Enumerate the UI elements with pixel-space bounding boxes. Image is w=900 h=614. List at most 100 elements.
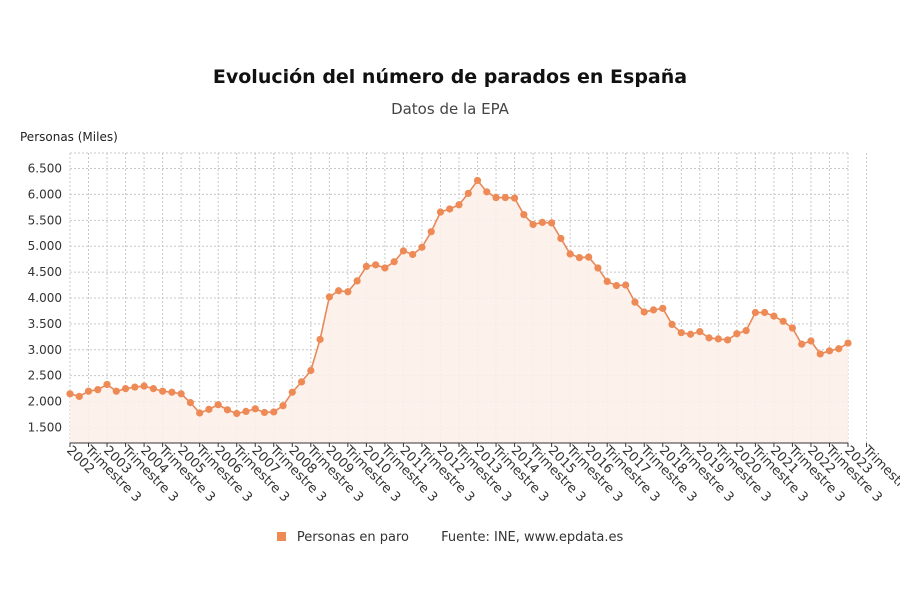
data-point bbox=[622, 281, 630, 289]
data-point bbox=[594, 264, 602, 272]
data-point bbox=[612, 281, 621, 290]
data-point bbox=[427, 228, 435, 236]
chart-title: Evolución del número de parados en Españ… bbox=[212, 66, 688, 88]
data-point bbox=[205, 405, 213, 413]
y-tick-label: 3.000 bbox=[28, 343, 62, 357]
data-point bbox=[344, 288, 352, 296]
data-point bbox=[733, 330, 741, 338]
data-point bbox=[112, 387, 120, 395]
data-point bbox=[270, 408, 278, 416]
data-point bbox=[510, 194, 519, 202]
y-tick-label: 1.500 bbox=[28, 420, 62, 434]
data-point bbox=[798, 340, 806, 348]
data-point bbox=[390, 258, 398, 266]
data-point bbox=[705, 334, 713, 342]
y-tick-label: 6.500 bbox=[28, 162, 62, 176]
data-point bbox=[297, 378, 306, 386]
data-point bbox=[538, 218, 546, 226]
data-point bbox=[464, 189, 472, 197]
data-point bbox=[714, 335, 722, 343]
data-point bbox=[603, 277, 611, 286]
data-point bbox=[446, 205, 454, 213]
data-point bbox=[159, 387, 167, 395]
data-point bbox=[279, 402, 287, 410]
data-point bbox=[696, 328, 704, 336]
data-point bbox=[149, 385, 157, 393]
data-point bbox=[483, 188, 491, 196]
data-point bbox=[585, 253, 593, 261]
data-point bbox=[677, 329, 685, 337]
data-point bbox=[399, 247, 408, 255]
data-point bbox=[103, 380, 111, 389]
data-point bbox=[381, 264, 389, 272]
data-point bbox=[788, 324, 797, 332]
axes bbox=[69, 442, 868, 447]
data-point bbox=[251, 405, 259, 413]
data-point bbox=[131, 383, 139, 391]
data-point bbox=[186, 399, 195, 407]
data-point bbox=[779, 317, 787, 325]
data-point bbox=[770, 312, 778, 320]
data-point bbox=[557, 234, 565, 243]
data-point bbox=[520, 211, 528, 219]
data-point bbox=[473, 176, 482, 185]
legend: Personas en paro Fuente: INE, www.epdata… bbox=[0, 530, 900, 545]
data-point bbox=[316, 335, 324, 344]
data-point bbox=[409, 250, 417, 259]
series-area-fill bbox=[70, 180, 848, 443]
data-point bbox=[686, 330, 695, 338]
source-note: Fuente: INE, www.epdata.es bbox=[441, 530, 624, 545]
data-point bbox=[548, 219, 556, 227]
data-point bbox=[66, 390, 74, 398]
data-point bbox=[640, 308, 648, 316]
data-point bbox=[242, 407, 250, 416]
data-point bbox=[353, 277, 361, 285]
data-point bbox=[761, 308, 769, 317]
data-point bbox=[177, 390, 185, 398]
data-point bbox=[816, 350, 824, 358]
data-point bbox=[844, 339, 852, 347]
data-point bbox=[307, 366, 315, 375]
data-point bbox=[288, 388, 296, 396]
data-point bbox=[325, 293, 333, 301]
data-point bbox=[223, 406, 232, 414]
data-point bbox=[233, 409, 241, 418]
y-axis-label: Personas (Miles) bbox=[20, 130, 118, 144]
y-tick-label: 4.000 bbox=[28, 291, 62, 305]
data-point bbox=[94, 386, 102, 394]
legend-series-label: Personas en paro bbox=[296, 530, 409, 545]
data-point bbox=[334, 287, 343, 295]
data-point bbox=[807, 337, 815, 345]
data-point bbox=[196, 409, 204, 417]
data-point bbox=[372, 261, 380, 269]
data-point bbox=[825, 347, 834, 355]
y-tick-label: 6.000 bbox=[28, 187, 62, 201]
data-point bbox=[214, 401, 222, 409]
data-point bbox=[121, 385, 130, 393]
y-tick-labels: 1.500 2.000 2.500 3.000 3.500 4.000 4.500 5.000… bbox=[28, 162, 62, 435]
y-tick-label: 5.500 bbox=[28, 213, 62, 227]
chart-subtitle: Datos de la EPA bbox=[391, 100, 509, 118]
data-point bbox=[566, 250, 574, 258]
data-point bbox=[529, 220, 537, 229]
data-point bbox=[751, 308, 759, 317]
data-point bbox=[631, 298, 639, 306]
data-point bbox=[835, 345, 843, 353]
data-point bbox=[723, 336, 732, 344]
data-point bbox=[436, 208, 445, 216]
data-point bbox=[260, 408, 269, 417]
data-point bbox=[649, 306, 658, 314]
y-tick-label: 5.000 bbox=[28, 239, 62, 253]
data-point bbox=[455, 201, 463, 209]
y-tick-label: 2.500 bbox=[28, 369, 62, 383]
y-tick-label: 2.000 bbox=[28, 395, 62, 409]
data-point bbox=[168, 388, 176, 396]
data-point bbox=[140, 382, 148, 390]
data-point bbox=[418, 243, 426, 251]
data-point bbox=[501, 193, 509, 202]
data-point bbox=[492, 193, 500, 202]
data-point bbox=[742, 327, 750, 335]
data-point bbox=[362, 262, 370, 271]
data-points bbox=[66, 176, 852, 418]
